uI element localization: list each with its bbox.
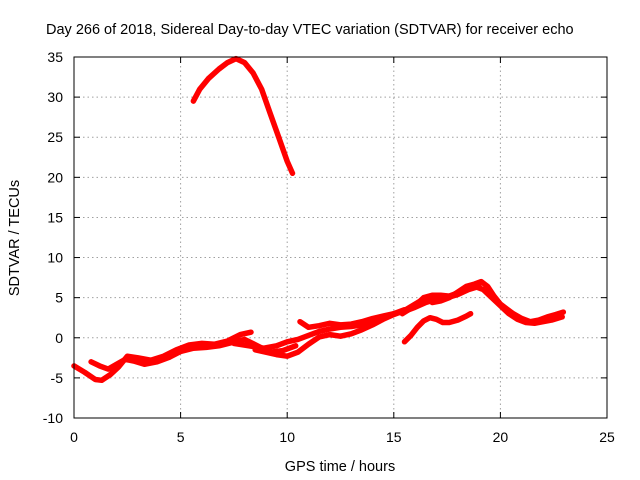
x-axis-label: GPS time / hours <box>285 459 395 475</box>
y-tick-label: 15 <box>47 209 63 225</box>
x-tick-label: 15 <box>386 429 402 445</box>
y-tick-label: 30 <box>47 89 63 105</box>
y-tick-label: 5 <box>55 290 63 306</box>
x-tick-label: 5 <box>177 429 185 445</box>
y-tick-label: 25 <box>47 129 63 145</box>
y-tick-label: -5 <box>51 370 64 386</box>
series-line-arc-high <box>190 55 296 177</box>
x-tick-label: 25 <box>599 429 615 445</box>
chart-title: Day 266 of 2018, Sidereal Day-to-day VTE… <box>46 22 574 38</box>
y-axis-label: SDTVAR / TECUs <box>7 180 23 296</box>
series-line-upper-2 <box>429 278 567 325</box>
x-tick-label: 10 <box>279 429 295 445</box>
y-tick-label: 35 <box>47 49 63 65</box>
y-tick-label: 10 <box>47 250 63 266</box>
y-tick-label: 20 <box>47 169 63 185</box>
series-line-lower-arc <box>401 310 474 345</box>
data-series <box>71 55 567 384</box>
y-tick-label: 0 <box>55 330 63 346</box>
series-line-base-1 <box>71 329 254 384</box>
x-tick-label: 20 <box>493 429 509 445</box>
x-tick-label: 0 <box>70 429 78 445</box>
plot-frame <box>73 56 608 419</box>
axis-ticks: 0 5 10 15 20 25 -10 -5 0 5 10 15 20 25 30 35 <box>43 49 615 445</box>
y-tick-label: -10 <box>43 410 63 426</box>
